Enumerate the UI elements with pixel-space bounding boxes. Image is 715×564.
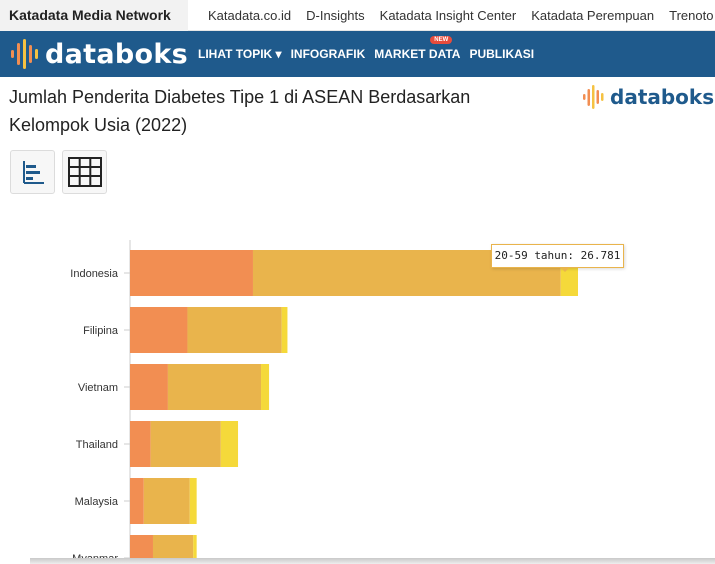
- bar-segment[interactable]: [130, 478, 144, 524]
- category-label: Thailand: [76, 439, 118, 451]
- logo-mark-icon: [11, 39, 38, 69]
- network-link[interactable]: Katadata Perempuan: [531, 8, 655, 23]
- nav-item-label: MARKET DATA: [374, 47, 461, 61]
- chart-tooltip: 20-59 tahun: 26.781: [491, 244, 624, 268]
- top-network-bar: Katadata Media Network Katadata.co.id D-…: [0, 0, 715, 31]
- page-title: Jumlah Penderita Diabetes Tipe 1 di ASEA…: [9, 87, 471, 135]
- bar-segment[interactable]: [150, 421, 221, 467]
- bar-segment[interactable]: [261, 364, 270, 410]
- new-badge: NEW: [430, 36, 453, 44]
- watermark-logo-text: databoks: [610, 85, 715, 109]
- bar-segment[interactable]: [143, 478, 190, 524]
- databoks-logo[interactable]: databoks: [10, 35, 188, 73]
- bar-segment[interactable]: [130, 307, 188, 353]
- table-grid-icon: [67, 157, 102, 187]
- nav-menu: LIHAT TOPIK ▾ INFOGRAFIK MARKET DATA NEW…: [198, 31, 534, 77]
- category-label: Indonesia: [70, 268, 119, 280]
- bar-segment[interactable]: [130, 364, 168, 410]
- bar-segment[interactable]: [281, 307, 288, 353]
- bar-segment[interactable]: [167, 364, 262, 410]
- network-link[interactable]: Katadata.co.id: [208, 8, 292, 23]
- bar-segment[interactable]: [130, 421, 151, 467]
- category-label: Filipina: [83, 325, 119, 337]
- network-label[interactable]: Katadata Media Network: [0, 0, 188, 31]
- bar-chart-view-button[interactable]: [10, 150, 55, 194]
- network-link[interactable]: Trenoto: [669, 8, 714, 23]
- bar-chart-icon: [22, 161, 44, 184]
- main-navbar: databoks LIHAT TOPIK ▾ INFOGRAFIK MARKET…: [0, 31, 715, 77]
- bar-segment[interactable]: [220, 421, 239, 467]
- stacked-bar-chart: Indonesia Filipina Vietnam Thailand Malaysia…: [70, 240, 578, 564]
- table-view-button[interactable]: [62, 150, 107, 194]
- nav-item-publikasi[interactable]: PUBLIKASI: [469, 47, 535, 61]
- nav-item-market-data[interactable]: MARKET DATA NEW: [374, 36, 461, 61]
- bar-segment[interactable]: [130, 535, 153, 564]
- category-label: Malaysia: [75, 496, 119, 508]
- bottom-scroll-shadow: [30, 558, 715, 564]
- bar-segment[interactable]: [193, 535, 197, 564]
- network-link[interactable]: Katadata Insight Center: [379, 8, 517, 23]
- network-link[interactable]: D-Insights: [306, 8, 365, 23]
- logo-text: databoks: [45, 38, 188, 70]
- bar-segment[interactable]: [189, 478, 197, 524]
- nav-item-lihat-topik[interactable]: LIHAT TOPIK ▾: [198, 47, 282, 61]
- tooltip-pointer: [560, 267, 570, 272]
- watermark-logo: databoks: [582, 84, 714, 110]
- network-links: Katadata.co.id D-Insights Katadata Insig…: [208, 0, 713, 31]
- bar-segment[interactable]: [187, 307, 282, 353]
- logo-mark-icon: [583, 85, 604, 109]
- nav-item-infografik[interactable]: INFOGRAFIK: [290, 47, 366, 61]
- category-label: Vietnam: [78, 382, 118, 394]
- bar-segment[interactable]: [130, 250, 253, 296]
